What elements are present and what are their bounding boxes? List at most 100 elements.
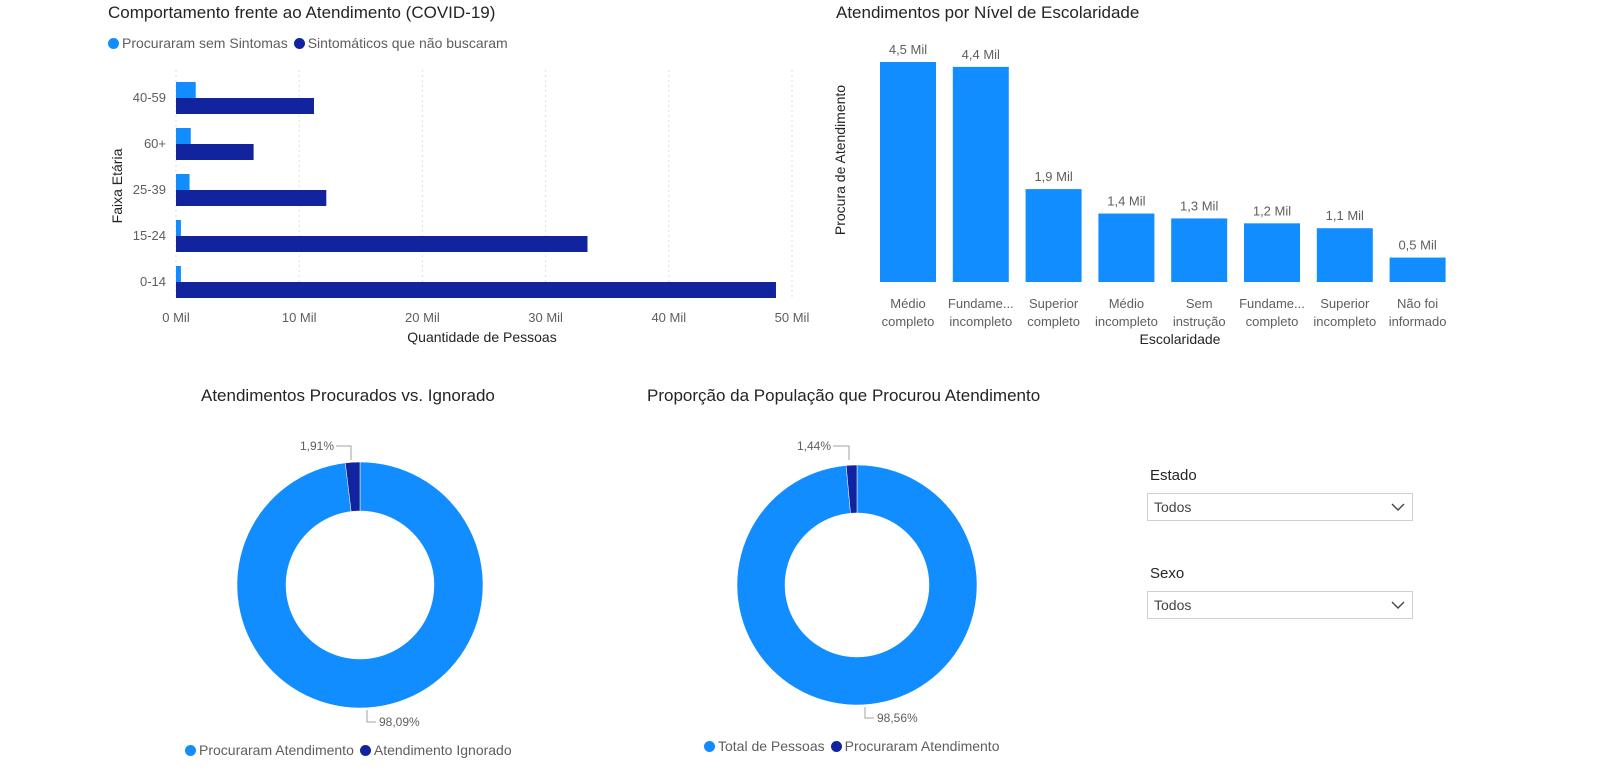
- data-label: 98,09%: [379, 715, 420, 729]
- x-tick-label: Fundame...: [1239, 296, 1305, 311]
- bar-procuraram-sem-sintomas: [176, 174, 190, 190]
- leader-line: [366, 710, 376, 723]
- column-bar: [1171, 218, 1228, 282]
- x-tick-label: completo: [882, 314, 935, 329]
- leader-line: [336, 445, 352, 460]
- donut-chart-procurados: 1,91% 98,09%: [236, 439, 484, 729]
- donut2-legend: Total de Pessoas Procuraram Atendimento: [704, 738, 1005, 754]
- leader-line: [864, 707, 874, 719]
- bar-procuraram-sem-sintomas: [176, 266, 181, 282]
- column-bar: [952, 66, 1009, 282]
- chevron-down-icon: [1391, 601, 1405, 609]
- estado-dropdown-value: Todos: [1154, 499, 1192, 515]
- legend-marker-dark: [830, 740, 842, 752]
- column-bar: [1389, 257, 1446, 282]
- data-label: 0,5 Mil: [1398, 238, 1436, 253]
- legend-item-procuraram-atendimento[interactable]: Procuraram Atendimento: [185, 742, 354, 758]
- data-label: 1,3 Mil: [1180, 198, 1218, 213]
- data-label: 1,4 Mil: [1107, 194, 1145, 209]
- x-tick-label: Superior: [1029, 296, 1079, 311]
- x-tick-label: completo: [1246, 314, 1299, 329]
- donut-chart-populacao: 1,44% 98,56%: [736, 439, 978, 725]
- sexo-dropdown-value: Todos: [1154, 597, 1192, 613]
- bar-sintomaticos: [176, 144, 254, 160]
- y-tick-label: 60+: [144, 136, 166, 151]
- x-tick-label: Não foi: [1397, 296, 1438, 311]
- legend-label: Procuraram sem Sintomas: [122, 35, 288, 51]
- x-tick-label: 20 Mil: [405, 310, 440, 325]
- bar-procuraram-sem-sintomas: [176, 128, 191, 144]
- y-tick-label: 40-59: [133, 90, 166, 105]
- bar-procuraram-sem-sintomas: [176, 220, 181, 236]
- legend-marker-light: [108, 37, 119, 49]
- legend-item-sintomaticos[interactable]: Sintomáticos que não buscaram: [293, 35, 508, 51]
- data-label: 4,5 Mil: [889, 42, 927, 57]
- legend-label: Total de Pessoas: [718, 738, 825, 754]
- column-bar: [1025, 189, 1082, 282]
- legend-marker-dark: [293, 37, 305, 49]
- donut-slice: [236, 461, 484, 709]
- x-tick-label: 50 Mil: [775, 310, 810, 325]
- bar-procuraram-sem-sintomas: [176, 82, 196, 98]
- sexo-slicer-label: Sexo: [1150, 565, 1185, 582]
- x-tick-label: 40 Mil: [651, 310, 686, 325]
- legend-marker-dark: [359, 744, 371, 756]
- estado-dropdown[interactable]: Todos: [1147, 493, 1413, 521]
- legend-label: Procuraram Atendimento: [199, 742, 354, 758]
- col-chart-xlabel: Escolaridade: [1140, 331, 1221, 347]
- column-bar: [1316, 228, 1373, 282]
- legend-marker-light: [185, 744, 196, 756]
- y-tick-label: 0-14: [140, 274, 166, 289]
- legend-item-atendimento-ignorado[interactable]: Atendimento Ignorado: [359, 742, 512, 758]
- bar-chart-legend: Procuraram sem Sintomas Sintomáticos que…: [108, 35, 514, 51]
- x-tick-label: 10 Mil: [282, 310, 317, 325]
- data-label: 1,9 Mil: [1034, 169, 1072, 184]
- x-tick-label: incompleto: [1095, 314, 1158, 329]
- y-tick-label: 25-39: [133, 182, 166, 197]
- data-label: 1,2 Mil: [1253, 203, 1291, 218]
- x-tick-label: completo: [1027, 314, 1080, 329]
- x-tick-label: instrução: [1173, 314, 1226, 329]
- estado-slicer-label: Estado: [1150, 467, 1197, 484]
- donut1-legend: Procuraram Atendimento Atendimento Ignor…: [185, 742, 518, 758]
- donut1-title: Atendimentos Procurados vs. Ignorado: [201, 386, 495, 405]
- legend-marker-light: [704, 740, 715, 752]
- bar-sintomaticos: [176, 98, 314, 114]
- x-tick-label: incompleto: [1313, 314, 1376, 329]
- col-chart-education: Procura de Atendimento Escolaridade 4,5 …: [832, 42, 1447, 347]
- x-tick-label: informado: [1389, 314, 1447, 329]
- donut-slice: [344, 461, 361, 512]
- data-label: 98,56%: [877, 711, 918, 725]
- data-label: 1,1 Mil: [1326, 208, 1364, 223]
- data-label: 1,44%: [797, 439, 831, 453]
- column-bar: [1098, 213, 1155, 282]
- bar-chart-ylabel: Faixa Etária: [109, 148, 125, 223]
- data-label: 1,91%: [300, 439, 334, 453]
- sexo-dropdown[interactable]: Todos: [1147, 591, 1413, 619]
- donut-slice: [736, 464, 978, 706]
- legend-label: Atendimento Ignorado: [373, 742, 512, 758]
- column-bar: [1244, 223, 1300, 282]
- legend-item-total-de-pessoas[interactable]: Total de Pessoas: [704, 738, 825, 754]
- legend-item-procuraram-atendimento[interactable]: Procuraram Atendimento: [830, 738, 999, 754]
- donut-slice: [845, 464, 858, 514]
- column-bar: [880, 62, 936, 282]
- data-label: 4,4 Mil: [962, 47, 1000, 62]
- bar-sintomaticos: [176, 282, 776, 298]
- legend-label: Sintomáticos que não buscaram: [307, 35, 508, 51]
- legend-item-procuraram-sem-sintomas[interactable]: Procuraram sem Sintomas: [108, 35, 288, 51]
- bar-chart-age: Faixa Etária Quantidade de Pessoas 0 Mil…: [109, 70, 810, 345]
- col-chart-ylabel: Procura de Atendimento: [832, 85, 848, 235]
- x-tick-label: Médio: [890, 296, 925, 311]
- leader-line: [833, 445, 850, 460]
- x-tick-label: Fundame...: [948, 296, 1014, 311]
- bar-sintomaticos: [176, 236, 588, 252]
- col-chart-title: Atendimentos por Nível de Escolaridade: [836, 3, 1140, 22]
- x-tick-label: Médio: [1109, 296, 1144, 311]
- y-tick-label: 15-24: [133, 228, 166, 243]
- x-tick-label: incompleto: [949, 314, 1012, 329]
- bar-chart-title: Comportamento frente ao Atendimento (COV…: [108, 3, 496, 22]
- x-tick-label: 30 Mil: [528, 310, 563, 325]
- chevron-down-icon: [1391, 503, 1405, 511]
- x-tick-label: 0 Mil: [162, 310, 190, 325]
